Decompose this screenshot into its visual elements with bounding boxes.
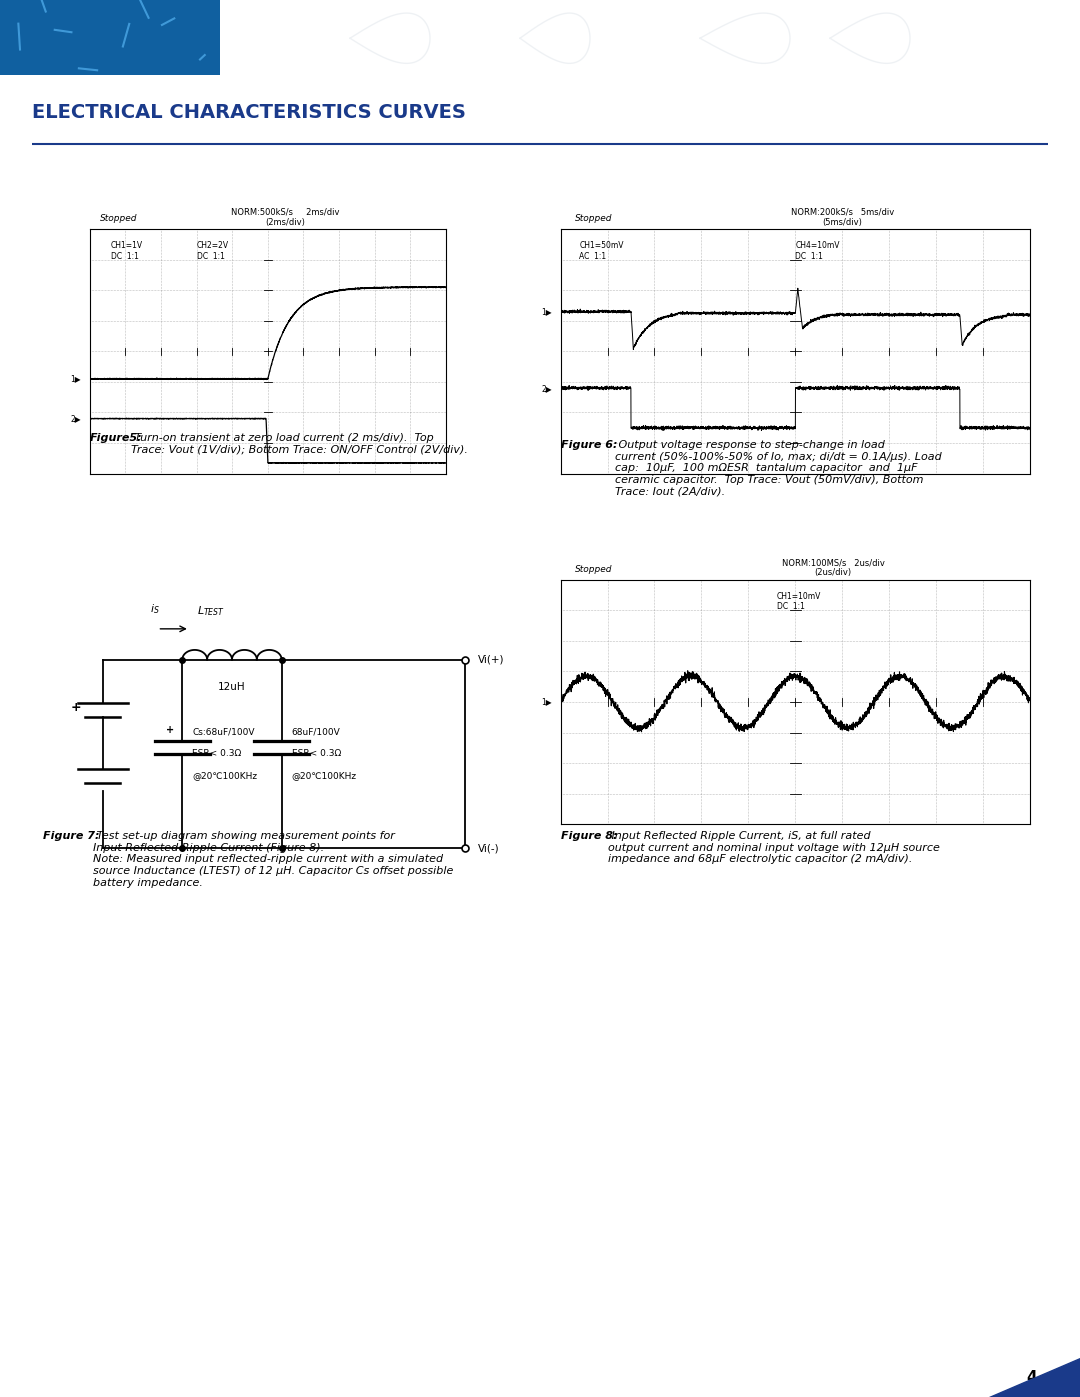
- Text: ELECTRICAL CHARACTERISTICS CURVES: ELECTRICAL CHARACTERISTICS CURVES: [32, 103, 467, 122]
- Text: (2ms/div): (2ms/div): [266, 218, 306, 226]
- Text: 1▶: 1▶: [541, 697, 552, 707]
- Text: 2▶: 2▶: [541, 384, 552, 393]
- Text: Cs:68uF/100V: Cs:68uF/100V: [192, 728, 255, 736]
- Text: CH2=2V
DC  1:1: CH2=2V DC 1:1: [197, 242, 229, 261]
- Polygon shape: [989, 1358, 1080, 1397]
- Text: NORM:500kS/s     2ms/div: NORM:500kS/s 2ms/div: [231, 208, 340, 217]
- Text: CH1=50mV
AC  1:1: CH1=50mV AC 1:1: [579, 242, 624, 261]
- Text: 1▶: 1▶: [541, 307, 552, 316]
- Text: CH4=10mV
DC  1:1: CH4=10mV DC 1:1: [795, 242, 840, 261]
- Text: Stopped: Stopped: [575, 564, 612, 574]
- Text: Vi(+): Vi(+): [478, 655, 504, 665]
- Text: (2us/div): (2us/div): [814, 569, 851, 577]
- Text: +: +: [166, 725, 174, 735]
- Text: 1▶: 1▶: [70, 374, 81, 383]
- Text: (5ms/div): (5ms/div): [823, 218, 862, 226]
- Text: Test set-up diagram showing measurement points for
Input Reflected Ripple Curren: Test set-up diagram showing measurement …: [93, 831, 454, 887]
- Text: NORM:100MS/s   2us/div: NORM:100MS/s 2us/div: [782, 559, 885, 567]
- Text: 68uF/100V: 68uF/100V: [292, 728, 340, 736]
- Text: Figure 8:: Figure 8:: [561, 831, 617, 841]
- Bar: [0, 0, 220, 75]
- Text: Figure5:: Figure5:: [90, 433, 143, 443]
- Text: Figure 7:: Figure 7:: [43, 831, 99, 841]
- Text: Vi(-): Vi(-): [478, 844, 500, 854]
- Text: 4: 4: [1026, 1370, 1037, 1384]
- Text: CH1=10mV
DC  1:1: CH1=10mV DC 1:1: [777, 592, 821, 612]
- Text: +: +: [70, 701, 81, 714]
- Text: 12uH: 12uH: [218, 682, 246, 692]
- Text: Stopped: Stopped: [575, 214, 612, 224]
- Text: Output voltage response to step-change in load
current (50%-100%-50% of Io, max;: Output voltage response to step-change i…: [616, 440, 942, 496]
- Text: ESR< 0.3Ω: ESR< 0.3Ω: [192, 749, 242, 759]
- Text: Input Reflected Ripple Current, iS, at full rated
output current and nominal inp: Input Reflected Ripple Current, iS, at f…: [608, 831, 940, 865]
- Text: NORM:200kS/s   5ms/div: NORM:200kS/s 5ms/div: [791, 208, 894, 217]
- Text: $i_S$: $i_S$: [150, 602, 160, 616]
- Text: $L_{TEST}$: $L_{TEST}$: [198, 604, 226, 617]
- Text: Figure 6:: Figure 6:: [561, 440, 617, 450]
- Text: Turn-on transient at zero load current (2 ms/div).  Top
Trace: Vout (1V/div); Bo: Turn-on transient at zero load current (…: [131, 433, 468, 454]
- Text: ESR< 0.3Ω: ESR< 0.3Ω: [292, 749, 341, 759]
- Text: CH1=1V
DC  1:1: CH1=1V DC 1:1: [111, 242, 144, 261]
- Text: @20℃100KHz: @20℃100KHz: [192, 771, 257, 781]
- Text: Stopped: Stopped: [100, 214, 138, 224]
- Text: @20℃100KHz: @20℃100KHz: [292, 771, 356, 781]
- Text: 2▶: 2▶: [70, 414, 81, 423]
